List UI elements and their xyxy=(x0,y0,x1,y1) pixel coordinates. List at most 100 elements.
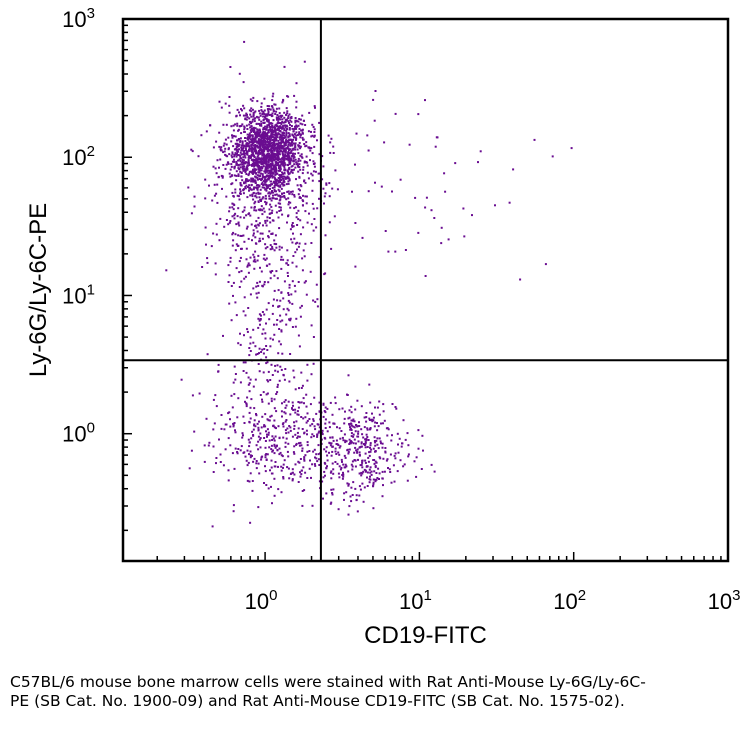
event-point-pop0 xyxy=(288,134,291,137)
event-point-pop1 xyxy=(215,222,218,225)
event-point-pop1 xyxy=(287,155,290,158)
event-point-pop1 xyxy=(309,270,312,273)
event-point-pop4 xyxy=(353,459,356,461)
event-point-pop1 xyxy=(304,242,307,245)
event-point-pop0 xyxy=(269,192,272,195)
event-point-pop4 xyxy=(325,450,328,453)
event-point-pop2 xyxy=(275,246,278,249)
event-point-pop1 xyxy=(302,200,305,203)
event-point-pop0 xyxy=(229,175,232,178)
event-point-pop0 xyxy=(297,120,300,123)
event-point-pop0 xyxy=(298,196,301,199)
event-point-pop1 xyxy=(289,228,292,231)
event-point-pop4 xyxy=(356,450,359,453)
event-point-pop2 xyxy=(289,353,292,355)
event-point-pop5 xyxy=(281,145,284,148)
event-point-pop1 xyxy=(190,212,193,215)
event-point-pop3 xyxy=(317,423,320,426)
event-point-pop4 xyxy=(350,441,353,444)
event-point-pop2 xyxy=(279,314,282,317)
event-point-pop3 xyxy=(274,461,277,463)
event-point-pop1 xyxy=(251,120,254,123)
event-point-pop3 xyxy=(303,456,306,459)
event-point-pop4 xyxy=(378,456,381,459)
event-point-pop1 xyxy=(300,304,303,307)
event-point-pop3 xyxy=(219,461,222,463)
event-point-pop1 xyxy=(315,226,318,229)
event-point-pop0 xyxy=(267,172,270,175)
event-point-pop0 xyxy=(239,163,242,166)
event-point-pop3 xyxy=(261,400,264,403)
event-point-pop0 xyxy=(294,125,296,128)
event-point-pop0 xyxy=(283,124,286,127)
event-point-pop0 xyxy=(248,109,251,112)
event-point-pop1 xyxy=(286,163,289,166)
event-point-pop0 xyxy=(263,186,266,189)
event-point-pop0 xyxy=(282,149,285,152)
event-point-pop3 xyxy=(256,422,259,425)
event-point-pop2 xyxy=(279,343,282,346)
event-point-pop1 xyxy=(286,259,289,262)
event-point-pop0 xyxy=(240,153,243,156)
event-point-pop0 xyxy=(275,154,278,157)
event-point-pop1 xyxy=(270,191,273,194)
event-point-pop0 xyxy=(243,150,246,152)
event-point-pop0 xyxy=(275,116,278,119)
event-point-pop3 xyxy=(294,408,297,411)
event-point-pop4 xyxy=(368,419,371,421)
event-point-pop0 xyxy=(273,189,276,191)
event-point-pop4 xyxy=(353,438,356,441)
event-point-pop4 xyxy=(358,451,361,454)
event-point-pop0 xyxy=(283,137,286,139)
event-point-pop0 xyxy=(274,103,277,106)
event-point-pop4 xyxy=(430,463,433,466)
event-point-pop2 xyxy=(255,414,258,417)
event-point-pop0 xyxy=(219,158,222,161)
event-point-pop0 xyxy=(251,141,253,144)
event-point-pop1 xyxy=(251,162,254,165)
event-point-pop0 xyxy=(272,165,275,168)
event-point-pop0 xyxy=(237,145,240,148)
event-point-pop1 xyxy=(296,241,299,244)
event-point-pop0 xyxy=(238,125,241,128)
event-point-pop3 xyxy=(316,460,319,463)
event-point-pop4 xyxy=(381,446,384,449)
event-point-pop0 xyxy=(266,108,269,110)
event-point-pop1 xyxy=(264,133,267,136)
event-point-pop0 xyxy=(252,96,255,99)
event-point-pop0 xyxy=(236,108,239,111)
event-point-pop4 xyxy=(317,444,320,447)
event-point-pop0 xyxy=(313,134,316,137)
event-point-pop4 xyxy=(356,448,359,451)
event-point-pop0 xyxy=(258,133,261,135)
event-point-pop0 xyxy=(246,164,249,167)
event-point-pop0 xyxy=(259,145,261,148)
event-point-pop0 xyxy=(307,130,310,133)
event-point-pop1 xyxy=(287,203,290,206)
event-point-pop0 xyxy=(236,124,239,127)
event-point-pop0 xyxy=(287,182,290,185)
event-point-pop0 xyxy=(271,176,274,179)
event-point-pop2 xyxy=(286,221,288,224)
event-point-pop2 xyxy=(249,256,252,259)
event-point-pop2 xyxy=(277,289,280,292)
event-point-pop0 xyxy=(220,146,223,149)
event-point-pop0 xyxy=(313,165,316,168)
event-point-pop0 xyxy=(261,197,264,200)
event-point-pop1 xyxy=(240,124,243,127)
event-point-pop2 xyxy=(316,305,319,308)
event-point-pop0 xyxy=(268,176,271,179)
event-point-pop0 xyxy=(253,180,255,183)
event-point-pop0 xyxy=(306,171,309,174)
event-point-pop1 xyxy=(280,246,283,249)
event-point-pop0 xyxy=(313,105,316,108)
event-point-pop2 xyxy=(287,264,290,266)
event-point-pop4 xyxy=(350,463,353,466)
event-point-pop1 xyxy=(262,257,265,260)
event-point-pop0 xyxy=(277,167,280,170)
event-point-pop0 xyxy=(303,119,305,122)
event-point-pop1 xyxy=(230,140,233,143)
y-tick-label: 101 xyxy=(62,281,95,308)
event-point-pop0 xyxy=(287,152,290,155)
event-point-pop1 xyxy=(236,215,239,218)
